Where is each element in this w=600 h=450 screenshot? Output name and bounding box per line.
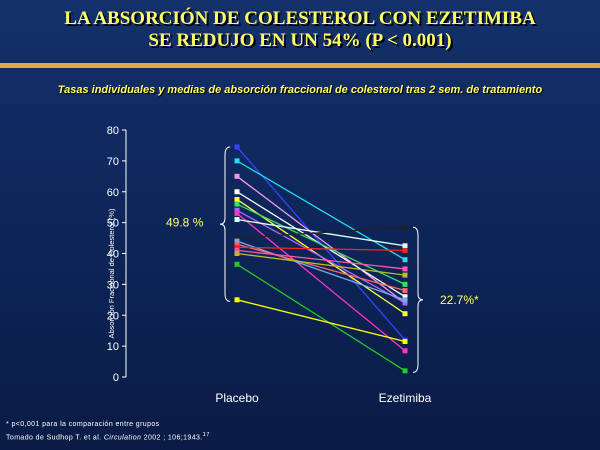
y-tick-label: 30 [107, 279, 119, 291]
series-line [236, 246, 406, 252]
data-point [402, 297, 408, 303]
data-point [234, 207, 240, 213]
chart-title: LA ABSORCIÓN DE COLESTEROL CON EZETIMIBA… [0, 8, 600, 52]
data-point [234, 144, 240, 150]
placebo-range-brace [219, 146, 231, 302]
data-point [402, 300, 408, 306]
data-point [234, 261, 240, 267]
series-line [236, 240, 406, 301]
series-line [236, 299, 406, 343]
placebo-mean-label: 49.8 % [166, 216, 204, 230]
data-point [402, 311, 408, 317]
chart-axes: 0 10 20 30 40 50 60 70 80 Placebo Ezetimiba Absorci… [107, 125, 432, 405]
data-point [234, 196, 240, 202]
series-line [236, 209, 406, 304]
data-point [234, 201, 240, 207]
series-lines [236, 146, 406, 372]
series-line [236, 175, 406, 304]
data-point [234, 210, 240, 216]
source-journal: Circulation [103, 434, 142, 442]
data-point [402, 224, 408, 230]
series-markers [234, 144, 408, 374]
data-point [402, 281, 408, 287]
y-tick-label: 0 [113, 372, 119, 384]
data-point [234, 244, 240, 250]
source-prefix: Tomado de Sudhop T. et al. [6, 434, 104, 442]
x-category-label: Placebo [215, 391, 259, 405]
footnote-p-value: * p<0,001 para la comparación entre grup… [6, 421, 160, 428]
data-point [234, 238, 240, 244]
y-tick-label: 50 [107, 218, 119, 230]
chart-subtitle: Tasas individuales y medias de absorción… [57, 84, 543, 96]
title-divider [0, 63, 600, 68]
y-tick-label: 20 [107, 310, 119, 322]
y-tick-label: 10 [107, 341, 119, 353]
data-point [402, 266, 408, 272]
data-point [402, 247, 408, 253]
x-category-label: Ezetimiba [379, 391, 432, 405]
series-line [236, 252, 406, 276]
series-line [236, 212, 406, 352]
title-line-2: SE REDUJO EN UN 54% (P < 0.001) [148, 30, 452, 51]
y-tick-label: 70 [107, 156, 119, 168]
y-tick-label: 40 [107, 249, 119, 261]
source-suffix: 2002 ; 106;1943. [141, 434, 203, 442]
data-point [234, 217, 240, 223]
footnote-source: Tomado de Sudhop T. et al. Circulation 2… [6, 432, 210, 441]
series-line [236, 146, 406, 341]
data-point [402, 338, 408, 344]
series-line [236, 263, 406, 372]
series-line [236, 243, 406, 292]
data-point [402, 294, 408, 300]
ezetimiba-range-brace [412, 226, 424, 373]
series-line [236, 249, 406, 270]
data-point [402, 257, 408, 263]
data-point [234, 297, 240, 303]
data-point [234, 235, 240, 241]
series-line [236, 160, 406, 261]
data-point [234, 247, 240, 253]
data-point [234, 251, 240, 256]
data-point [402, 288, 408, 294]
y-axis-label: Absorción Fraccional de Colesterol (%) [107, 208, 116, 339]
data-point [234, 158, 240, 164]
data-point [234, 189, 240, 195]
data-point [402, 368, 408, 374]
data-point [234, 173, 240, 179]
y-tick-label: 60 [107, 187, 119, 199]
y-tick-label: 80 [107, 125, 119, 137]
data-point [234, 241, 240, 247]
ezetimiba-mean-label: 22.7%* [440, 293, 479, 307]
title-line-1: LA ABSORCIÓN DE COLESTEROL CON EZETIMIBA [64, 8, 536, 29]
annotations: 49.8 % 22.7%* [166, 146, 479, 373]
source-superscript: 17 [202, 432, 210, 438]
data-point [402, 348, 408, 354]
series-line [236, 226, 406, 239]
data-point [402, 243, 408, 249]
data-point [402, 272, 408, 278]
